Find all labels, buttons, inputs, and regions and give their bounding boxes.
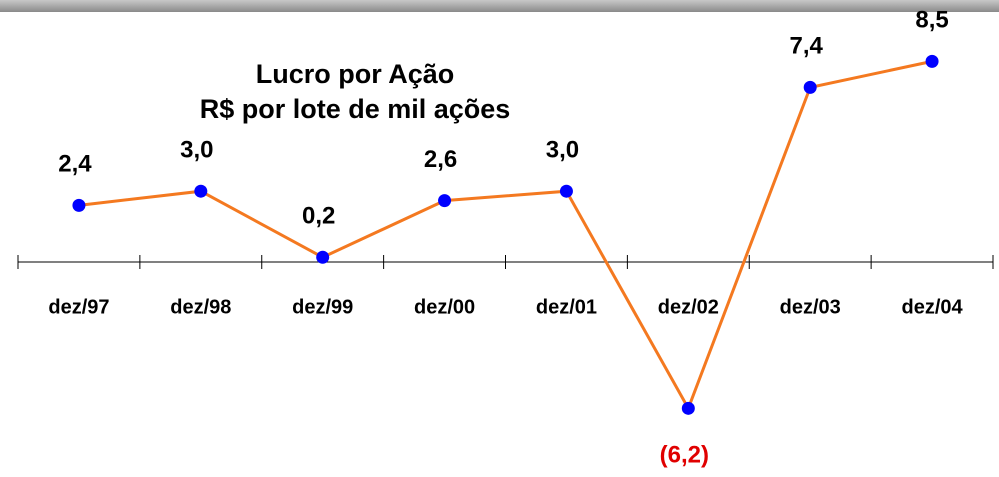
data-label: 0,2	[302, 203, 335, 230]
data-point	[72, 198, 86, 212]
data-point	[925, 54, 939, 68]
x-tick-label: dez/03	[780, 296, 841, 318]
data-label: 3,0	[546, 137, 579, 164]
x-tick-label: dez/04	[901, 296, 963, 318]
top-bar	[0, 0, 999, 12]
data-label: 2,4	[58, 151, 92, 178]
chart-title: Lucro por Ação	[256, 59, 455, 89]
data-point	[681, 401, 695, 415]
data-point	[316, 250, 330, 264]
data-label: (6,2)	[660, 442, 709, 469]
x-tick-label: dez/00	[414, 296, 475, 318]
data-label: 3,0	[180, 137, 213, 164]
x-tick-label: dez/97	[48, 296, 109, 318]
data-label: 8,5	[915, 7, 948, 34]
x-tick-label: dez/98	[170, 296, 231, 318]
data-line	[78, 59, 933, 412]
data-point	[803, 80, 817, 94]
data-point	[438, 194, 452, 208]
data-label: 2,6	[424, 146, 457, 173]
data-label: 7,4	[790, 33, 824, 60]
x-tick-label: dez/99	[292, 296, 353, 318]
x-tick-label: dez/01	[536, 296, 597, 318]
data-point	[559, 184, 573, 198]
x-tick-label: dez/02	[658, 296, 719, 318]
data-point	[194, 184, 208, 198]
chart-subtitle: R$ por lote de mil ações	[200, 94, 511, 124]
